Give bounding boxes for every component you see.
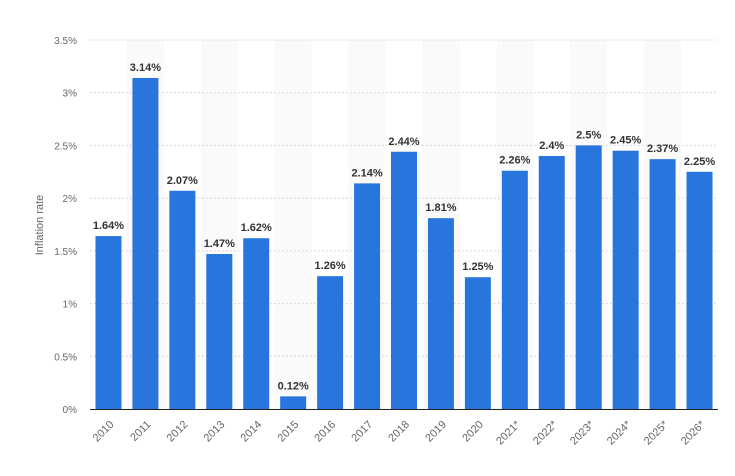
y-tick-label: 1%: [63, 300, 78, 311]
x-tick-label: 2011: [128, 419, 153, 444]
y-tick-label: 3%: [63, 89, 78, 100]
x-tick-label: 2016: [312, 419, 338, 445]
data-label: 2.14%: [351, 167, 382, 179]
y-tick-label: 2%: [63, 194, 78, 205]
x-tick-label: 2013: [202, 419, 228, 445]
x-tick-label: 2026*: [679, 418, 708, 447]
data-label: 1.25%: [462, 261, 493, 273]
bar-2013[interactable]: [206, 254, 233, 409]
y-tick-label: 2.5%: [54, 141, 77, 152]
x-tick-label: 2020: [460, 419, 486, 445]
bar-2018[interactable]: [391, 151, 417, 410]
data-label: 2.44%: [388, 136, 419, 148]
x-tick-label: 2017: [349, 419, 375, 445]
x-tick-label: 2022*: [531, 418, 560, 447]
x-tick-label: 2015: [275, 419, 301, 445]
bar-2026-forecast[interactable]: [686, 171, 713, 409]
x-tick-label: 2018: [386, 419, 412, 445]
x-tick-label: 2021*: [494, 418, 523, 447]
data-label: 1.26%: [315, 260, 346, 272]
data-label: 2.07%: [167, 175, 198, 187]
bar-2016[interactable]: [317, 276, 344, 409]
x-tick-label: 2014: [239, 419, 265, 445]
data-label: 2.5%: [576, 129, 601, 141]
bar-2021-forecast[interactable]: [501, 170, 528, 409]
bar-2025-forecast[interactable]: [649, 159, 676, 409]
data-label: 2.25%: [684, 156, 715, 168]
data-label: 1.47%: [204, 238, 235, 250]
bar-2012[interactable]: [169, 190, 196, 409]
y-tick-label: 0%: [63, 405, 78, 416]
data-label: 0.12%: [278, 380, 309, 392]
data-label: 2.37%: [647, 143, 678, 155]
data-label: 1.64%: [93, 220, 124, 232]
bar-2024-forecast[interactable]: [612, 150, 639, 409]
bar-2010[interactable]: [95, 236, 122, 409]
y-tick-label: 0.5%: [54, 352, 77, 363]
bar-2023-forecast[interactable]: [575, 145, 602, 409]
bar-2019[interactable]: [427, 218, 454, 409]
bar-2011[interactable]: [132, 77, 159, 409]
data-label: 2.45%: [610, 135, 641, 147]
data-label: 3.14%: [130, 62, 161, 74]
x-tick-label: 2010: [91, 419, 117, 445]
data-label: 2.26%: [499, 155, 530, 167]
bar-2020[interactable]: [464, 277, 491, 409]
y-axis-label: Inflation rate: [34, 195, 46, 256]
x-tick-label: 2012: [165, 419, 191, 445]
data-label: 2.4%: [539, 140, 564, 152]
bar-2015[interactable]: [280, 396, 307, 409]
column-stripe: [274, 40, 312, 409]
y-tick-label: 1.5%: [54, 247, 77, 258]
x-tick-label: 2025*: [642, 418, 671, 447]
x-tick-label: 2023*: [568, 418, 597, 447]
data-label: 1.81%: [425, 202, 456, 214]
bar-2017[interactable]: [354, 183, 381, 409]
x-tick-label: 2019: [423, 419, 449, 445]
bar-2014[interactable]: [243, 238, 270, 409]
x-tick-label: 2024*: [605, 418, 634, 447]
bar-2022-forecast[interactable]: [538, 155, 565, 409]
y-tick-label: 3.5%: [54, 36, 77, 47]
data-label: 1.62%: [241, 222, 272, 234]
